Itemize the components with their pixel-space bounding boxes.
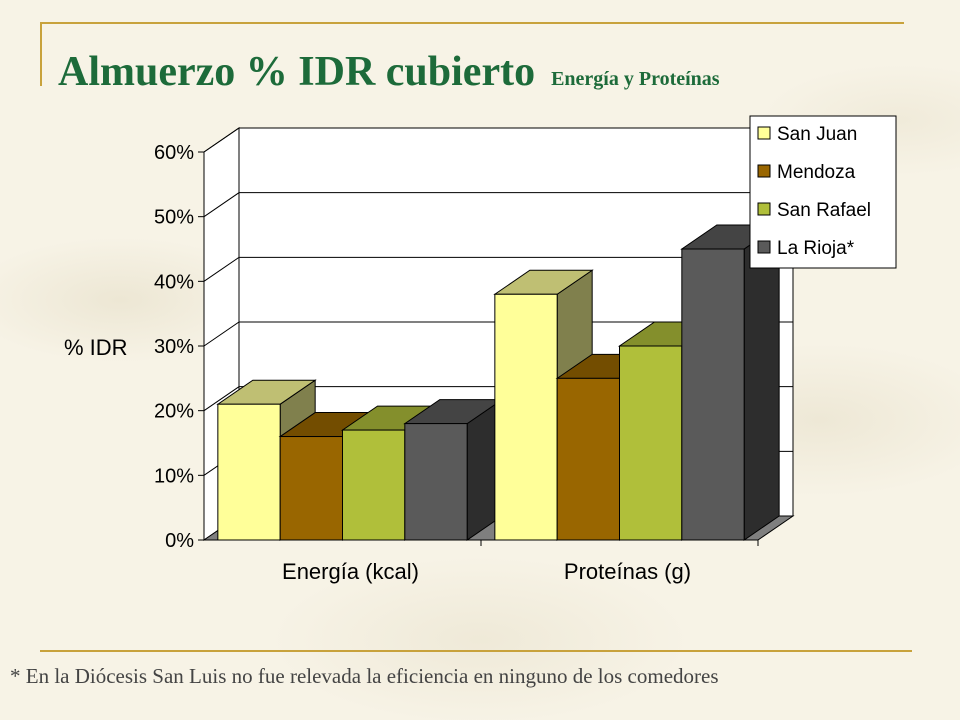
slide-title: Almuerzo % IDR cubierto Energía y Proteí…	[58, 48, 720, 96]
y-tick-label: 20%	[154, 401, 194, 423]
bar-front	[619, 345, 683, 541]
bar-front	[217, 403, 281, 541]
bottom-rule	[40, 650, 912, 652]
legend-swatch	[757, 126, 771, 140]
legend-label: San Rafael	[777, 200, 871, 221]
chart-labels: 0% 10% 20% 30% 40% 50% 60% Energía (kcal) Proteí…	[64, 142, 691, 584]
bar-front	[279, 436, 343, 541]
bar	[680, 224, 781, 541]
legend-swatch	[757, 164, 771, 178]
bar-front	[342, 429, 406, 541]
legend-box	[749, 115, 897, 269]
bar-front	[556, 377, 620, 541]
x-category-label: Energía (kcal)	[282, 559, 419, 584]
bar-side	[743, 224, 780, 541]
title-main: Almuerzo % IDR cubierto	[58, 49, 536, 95]
bar-front	[404, 423, 468, 541]
x-category-label: Proteínas (g)	[564, 559, 691, 584]
y-axis-label: % IDR	[64, 335, 128, 360]
bar-front	[681, 248, 745, 541]
y-tick-label: 0%	[165, 530, 194, 552]
bar-front	[494, 293, 558, 541]
gridline	[203, 127, 793, 153]
y-tick-label: 40%	[154, 271, 194, 293]
footnote: * En la Diócesis San Luis no fue relevad…	[10, 664, 719, 688]
left-rule	[40, 22, 42, 86]
legend-label: San Juan	[777, 124, 857, 145]
chart-legend: San Juan Mendoza San Rafael La Rioja*	[749, 115, 897, 269]
title-subtitle: Energía y Proteínas	[551, 68, 720, 90]
gridline	[203, 256, 793, 282]
y-tick-label: 50%	[154, 207, 194, 229]
top-rule	[40, 22, 904, 24]
bar	[403, 398, 504, 541]
chart-grid	[203, 127, 793, 476]
legend-label: Mendoza	[777, 162, 856, 183]
gridline	[203, 192, 793, 218]
y-tick-label: 30%	[154, 336, 194, 358]
legend-label: La Rioja*	[777, 238, 855, 259]
gridline	[203, 321, 793, 347]
legend-swatch	[757, 202, 771, 216]
legend-swatch	[757, 240, 771, 254]
y-tick-label: 60%	[154, 142, 194, 164]
chart-bars	[216, 224, 781, 541]
y-tick-label: 10%	[154, 465, 194, 487]
